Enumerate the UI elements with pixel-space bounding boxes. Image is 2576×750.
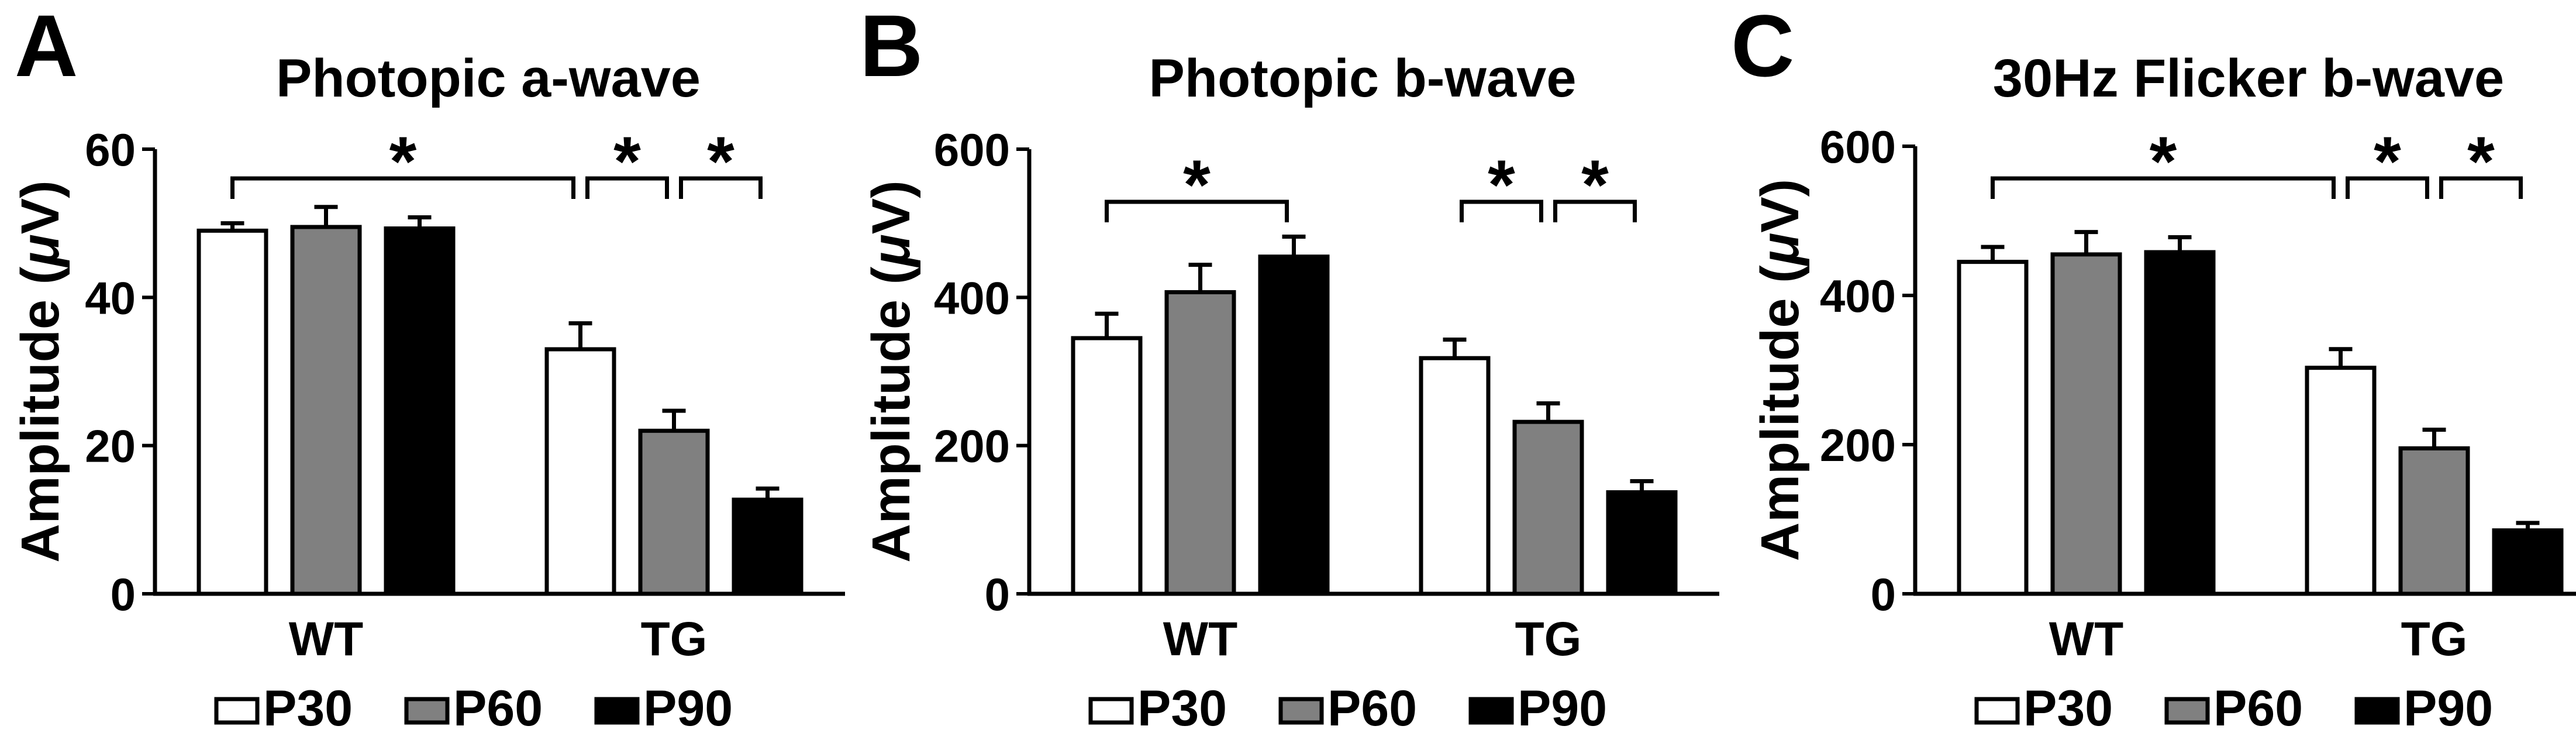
chart-title: Photopic b-wave — [1149, 49, 1577, 108]
legend-swatch-p90 — [1468, 697, 1514, 725]
significance-star: * — [1488, 146, 1515, 224]
y-axis-label-suffix: V) — [1750, 179, 1810, 233]
bar-wt-p30 — [1071, 336, 1143, 596]
y-axis-label-prefix: Amplitude ( — [1750, 265, 1810, 561]
significance-star: * — [2150, 122, 2177, 201]
significance-bracket — [585, 176, 669, 199]
legend-label: P30 — [263, 680, 353, 737]
chart-title: 30Hz Flicker b-wave — [1993, 49, 2504, 108]
bar-tg-p90 — [732, 497, 804, 596]
y-axis-label-suffix: V) — [861, 180, 921, 234]
bar-tg-p30 — [2305, 366, 2377, 596]
bar-wt-p90 — [2144, 250, 2216, 596]
legend: P30 P60 P90 — [214, 680, 733, 737]
x-tick-label: TG — [641, 613, 708, 666]
legend-swatch-p90 — [2354, 697, 2400, 725]
panel-label: A — [15, 0, 78, 95]
y-axis-label-prefix: Amplitude ( — [861, 266, 921, 562]
significance-star: * — [2467, 122, 2495, 201]
bar-tg-p60 — [638, 428, 710, 596]
significance-star: * — [707, 122, 734, 201]
y-axis-label-unit: μ — [11, 234, 70, 268]
bar-tg-p30 — [1419, 356, 1491, 596]
panel-label: B — [860, 0, 923, 95]
significance-star: * — [1581, 146, 1609, 224]
y-axis-label-unit: μ — [861, 234, 921, 268]
significance-bracket — [1460, 199, 1543, 222]
significance-star: * — [613, 122, 641, 201]
y-tick-label: 0 — [111, 569, 136, 620]
y-axis-label-unit: μ — [1750, 233, 1810, 267]
y-axis-label-suffix: V) — [11, 180, 70, 234]
significance-bracket — [2439, 176, 2523, 199]
legend-swatch-p30 — [1974, 697, 2020, 725]
bar-wt-p60 — [2050, 252, 2122, 596]
y-tick-label: 400 — [934, 272, 1010, 324]
y-tick-label: 200 — [1820, 419, 1896, 471]
significance-star: * — [389, 122, 417, 201]
bar-wt-p30 — [1957, 260, 2029, 596]
significance-star: * — [2374, 122, 2401, 201]
y-tick-label: 200 — [934, 421, 1010, 472]
bar-wt-p90 — [1258, 254, 1330, 596]
legend-swatch-p60 — [2164, 697, 2210, 725]
significance-bracket — [1105, 199, 1289, 222]
bar-wt-p30 — [196, 228, 268, 596]
legend-label: P90 — [2403, 680, 2493, 737]
legend-swatch-p60 — [404, 697, 450, 725]
legend: P30 P60 P90 — [1974, 680, 2493, 737]
chart-panel-b: B Photopic b-wave Amplitude (μV) 0 200 400 600… — [860, 0, 1719, 737]
y-tick-label: 600 — [934, 124, 1010, 176]
y-tick-label: 60 — [85, 124, 136, 176]
y-tick-label: 0 — [1871, 569, 1896, 620]
chart-title: Photopic a-wave — [276, 49, 701, 108]
chart-panel-c: C 30Hz Flicker b-wave Amplitude (μV) 0 200 40… — [1731, 0, 2576, 737]
bar-tg-p90 — [1606, 490, 1678, 596]
significance-bracket — [679, 176, 763, 199]
x-tick-label: WT — [1163, 613, 1237, 666]
x-tick-label: TG — [2401, 613, 2468, 666]
y-tick-label: 40 — [85, 272, 136, 324]
significance-bracket — [2346, 176, 2429, 199]
y-tick-label: 20 — [85, 421, 136, 472]
y-tick-label: 0 — [985, 569, 1010, 620]
bar-tg-p90 — [2492, 528, 2564, 596]
y-axis-label: Amplitude (μV) — [861, 180, 921, 562]
legend-label: P60 — [1327, 680, 1417, 737]
bar-wt-p90 — [384, 226, 456, 596]
bar-wt-p60 — [290, 225, 362, 596]
y-tick-label: 400 — [1820, 270, 1896, 322]
legend-label: P30 — [1137, 680, 1227, 737]
y-tick-label: 600 — [1820, 121, 1896, 173]
significance-bracket — [1553, 199, 1637, 222]
significance-star: * — [1183, 146, 1211, 224]
bar-tg-p60 — [2398, 446, 2470, 596]
legend-label: P90 — [643, 680, 733, 737]
y-axis-label: Amplitude (μV) — [11, 180, 70, 562]
legend-swatch-p60 — [1278, 697, 1324, 725]
legend-swatch-p90 — [594, 697, 640, 725]
legend-swatch-p30 — [1088, 697, 1134, 725]
x-tick-label: WT — [289, 613, 363, 666]
significance-bracket — [1991, 176, 2336, 199]
legend-swatch-p30 — [214, 697, 260, 725]
legend-label: P90 — [1518, 680, 1607, 737]
legend-label: P60 — [453, 680, 543, 737]
legend-label: P30 — [2023, 680, 2113, 737]
significance-bracket — [230, 176, 575, 199]
bar-tg-p60 — [1512, 419, 1584, 596]
x-tick-label: WT — [2049, 613, 2123, 666]
y-axis-label: Amplitude (μV) — [1750, 179, 1810, 561]
panel-label: C — [1731, 0, 1794, 95]
chart-panel-a: A Photopic a-wave Amplitude (μV) 0 20 40 60 WT T… — [11, 0, 845, 737]
legend-label: P60 — [2213, 680, 2303, 737]
legend: P30 P60 P90 — [1088, 680, 1607, 737]
x-tick-label: TG — [1515, 613, 1582, 666]
bar-tg-p30 — [544, 347, 616, 596]
y-axis-label-prefix: Amplitude ( — [11, 266, 70, 562]
bar-wt-p60 — [1164, 290, 1236, 596]
